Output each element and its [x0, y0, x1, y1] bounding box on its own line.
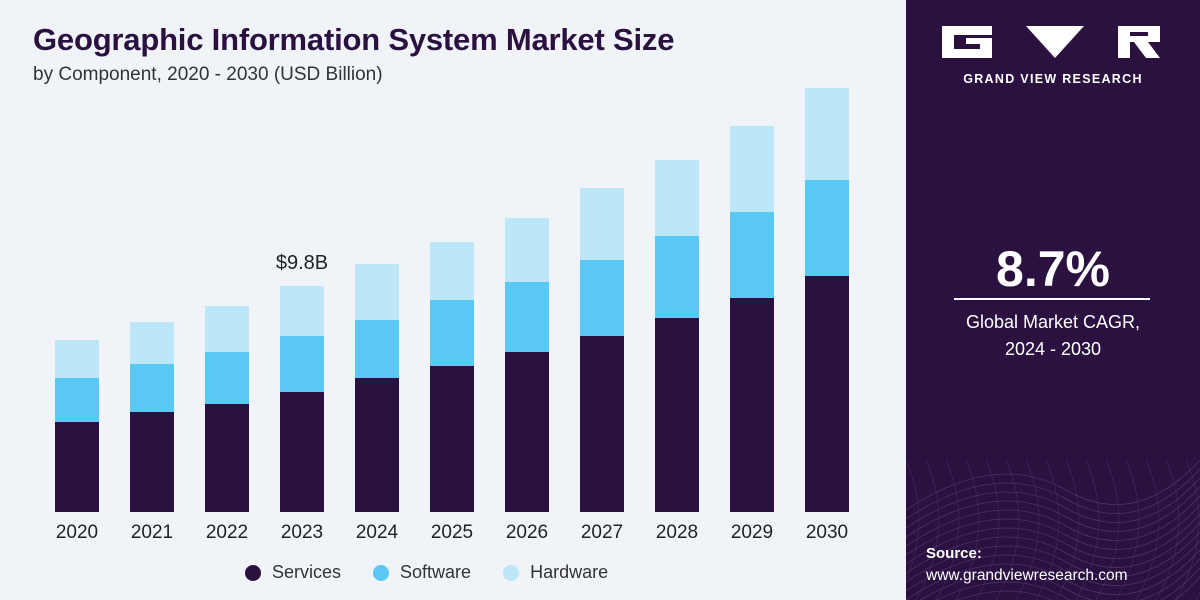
- decorative-mesh-graphic: [906, 460, 1200, 600]
- data-label-2023: $9.8B: [276, 252, 328, 274]
- bar-services-2024: [355, 378, 399, 512]
- mesh-line: [1095, 460, 1120, 600]
- mesh-line: [955, 460, 980, 600]
- bar-software-2026: [505, 282, 549, 352]
- bar-services-2029: [730, 298, 774, 512]
- bar-software-2023: [280, 336, 324, 392]
- x-tick-label-2028: 2028: [656, 522, 698, 543]
- x-tick-label-2020: 2020: [56, 522, 98, 543]
- bar-hardware-2022: [205, 306, 249, 352]
- bar-software-2030: [805, 180, 849, 276]
- cagr-label: Global Market CAGR, 2024 - 2030: [906, 309, 1200, 363]
- legend-swatch: [373, 564, 390, 581]
- bar-services-2025: [430, 366, 474, 512]
- mesh-line: [1015, 460, 1040, 600]
- bar-services-2027: [580, 336, 624, 512]
- bar-hardware-2021: [130, 322, 174, 364]
- bar-hardware-2025: [430, 242, 474, 300]
- bar-services-2022: [205, 404, 249, 512]
- mesh-line: [906, 468, 1200, 520]
- x-tick-label-2023: 2023: [281, 522, 323, 543]
- mesh-line: [1055, 460, 1080, 600]
- mesh-line: [1175, 460, 1200, 600]
- legend-label: Hardware: [530, 562, 609, 582]
- mesh-line: [906, 486, 1200, 538]
- mesh-line: [1135, 460, 1160, 600]
- mesh-line: [935, 460, 960, 600]
- legend-swatch: [245, 564, 261, 581]
- info-sidebar: GRAND VIEW RESEARCH 8.7% Global Market C…: [906, 0, 1200, 600]
- bar-software-2025: [430, 300, 474, 366]
- bar-software-2022: [205, 352, 249, 404]
- mesh-line: [906, 531, 1200, 583]
- x-tick-label-2029: 2029: [731, 522, 773, 543]
- bar-services-2030: [805, 276, 849, 512]
- bar-software-2027: [580, 260, 624, 336]
- mesh-line: [1115, 460, 1140, 600]
- mesh-line: [995, 460, 1020, 600]
- legend-item-hardware: Hardware: [503, 562, 608, 583]
- mesh-line: [906, 460, 920, 581]
- grand-view-research-logo: [942, 26, 1160, 58]
- x-tick-label-2024: 2024: [356, 522, 399, 543]
- x-tick-label-2026: 2026: [506, 522, 548, 543]
- bar-hardware-2020: [55, 340, 99, 378]
- mesh-line: [936, 567, 1200, 600]
- bar-hardware-2028: [655, 160, 699, 236]
- bar-hardware-2024: [355, 264, 399, 320]
- mesh-line: [906, 477, 1200, 529]
- mesh-line: [906, 504, 1200, 556]
- bar-hardware-2023: [280, 286, 324, 336]
- chart-title: Geographic Information System Market Siz…: [33, 22, 675, 57]
- stacked-bar-chart: 2020 2021 2022 2023 2024 2025 2026 2027 2028 2029…: [55, 88, 849, 543]
- legend-swatch: [503, 564, 520, 581]
- legend-label: Services: [272, 562, 342, 582]
- bar-software-2029: [730, 212, 774, 298]
- mesh-line: [1155, 460, 1180, 600]
- mesh-line: [1035, 460, 1060, 600]
- bar-services-2020: [55, 422, 99, 512]
- bar-hardware-2030: [805, 88, 849, 180]
- source-url[interactable]: www.grandviewresearch.com: [926, 567, 1128, 584]
- bar-services-2021: [130, 412, 174, 512]
- source-title: Source:: [926, 545, 982, 562]
- x-tick-label-2030: 2030: [806, 522, 848, 543]
- mesh-line: [915, 460, 940, 600]
- mesh-line: [975, 460, 1000, 600]
- bar-software-2028: [655, 236, 699, 318]
- chart-panel: Geographic Information System Market Siz…: [33, 22, 849, 583]
- bar-services-2028: [655, 318, 699, 512]
- bar-software-2024: [355, 320, 399, 378]
- bar-hardware-2026: [505, 218, 549, 282]
- x-tick-label-2027: 2027: [581, 522, 623, 543]
- legend-label: Software: [400, 562, 472, 582]
- mesh-line: [906, 522, 1200, 574]
- mesh-line: [919, 558, 1200, 600]
- bar-software-2020: [55, 378, 99, 422]
- cagr-label-line1: Global Market CAGR,: [965, 312, 1141, 332]
- bar-hardware-2029: [730, 126, 774, 212]
- mesh-line: [906, 460, 1200, 511]
- bar-software-2021: [130, 364, 174, 412]
- x-tick-label-2022: 2022: [206, 522, 248, 543]
- cagr-label-line2: 2024 - 2030: [1004, 339, 1102, 359]
- mesh-line: [1075, 460, 1100, 600]
- cagr-divider: [954, 298, 1150, 300]
- legend-item-services: Services: [245, 562, 341, 583]
- mesh-line: [906, 540, 1200, 592]
- x-tick-label-2021: 2021: [131, 522, 173, 543]
- x-tick-label-2025: 2025: [431, 522, 473, 543]
- bar-hardware-2027: [580, 188, 624, 260]
- bar-services-2023: [280, 392, 324, 512]
- cagr-value: 8.7%: [996, 241, 1110, 297]
- legend-item-software: Software: [373, 562, 471, 583]
- bar-services-2026: [505, 352, 549, 512]
- chart-subtitle: by Component, 2020 - 2030 (USD Billion): [33, 64, 383, 85]
- legend: Services Software Hardware: [245, 562, 640, 583]
- brand-name: GRAND VIEW RESEARCH: [963, 72, 1143, 86]
